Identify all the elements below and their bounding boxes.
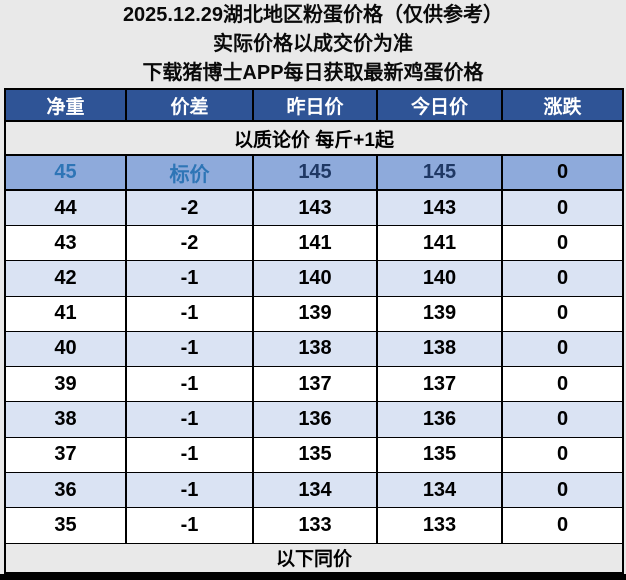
cell-change: 0 xyxy=(501,401,624,438)
cell-yesterday: 140 xyxy=(252,260,378,297)
cell-weight: 44 xyxy=(4,189,127,227)
cell-change: 0 xyxy=(501,153,624,192)
cell-diff: -2 xyxy=(125,189,254,227)
col-header-yesterday-price: 昨日价 xyxy=(252,88,378,122)
cell-change: 0 xyxy=(501,471,624,509)
col-header-today-price: 今日价 xyxy=(376,88,503,122)
cell-weight: 45 xyxy=(4,153,127,192)
table-row: 43 -2 141 141 0 xyxy=(4,225,624,262)
cell-change: 0 xyxy=(501,295,624,332)
cell-change: 0 xyxy=(501,330,624,368)
table-row: 37 -1 135 135 0 xyxy=(4,436,624,473)
quality-note: 以质论价 每斤+1起 xyxy=(4,120,624,156)
cell-weight: 40 xyxy=(4,330,127,368)
cell-yesterday: 136 xyxy=(252,401,378,438)
bottom-bar xyxy=(0,574,626,580)
cell-yesterday: 135 xyxy=(252,436,378,473)
cell-today: 136 xyxy=(376,401,503,438)
cell-today: 139 xyxy=(376,295,503,332)
cell-weight: 35 xyxy=(4,507,127,544)
table-row: 39 -1 137 137 0 xyxy=(4,366,624,403)
cell-diff: -1 xyxy=(125,330,254,368)
cell-diff: -1 xyxy=(125,366,254,403)
cell-change: 0 xyxy=(501,225,624,262)
cell-diff: -1 xyxy=(125,471,254,509)
footer-note-row: 以下同价 xyxy=(4,542,624,574)
table-row: 40 -1 138 138 0 xyxy=(4,330,624,368)
cell-change: 0 xyxy=(501,366,624,403)
cell-change: 0 xyxy=(501,189,624,227)
cell-yesterday: 134 xyxy=(252,471,378,509)
table-row: 42 -1 140 140 0 xyxy=(4,260,624,297)
cell-weight: 36 xyxy=(4,471,127,509)
cell-change: 0 xyxy=(501,260,624,297)
cell-today: 145 xyxy=(376,153,503,192)
table-row: 36 -1 134 134 0 xyxy=(4,471,624,509)
footer-note: 以下同价 xyxy=(4,542,624,574)
cell-diff: -1 xyxy=(125,401,254,438)
table-row: 45 标价 145 145 0 xyxy=(4,153,624,192)
table-row: 38 -1 136 136 0 xyxy=(4,401,624,438)
table-row: 41 -1 139 139 0 xyxy=(4,295,624,332)
cell-diff: -2 xyxy=(125,225,254,262)
cell-today: 133 xyxy=(376,507,503,544)
cell-yesterday: 133 xyxy=(252,507,378,544)
cell-weight: 37 xyxy=(4,436,127,473)
cell-diff: -1 xyxy=(125,295,254,332)
cell-weight: 38 xyxy=(4,401,127,438)
cell-yesterday: 143 xyxy=(252,189,378,227)
card-header: 2025.12.29湖北地区粉蛋价格（仅供参考） 实际价格以成交价为准 下载猪博… xyxy=(0,0,626,88)
cell-diff: -1 xyxy=(125,436,254,473)
card-app-promo: 下载猪博士APP每日获取最新鸡蛋价格 xyxy=(142,61,484,84)
col-header-price-diff: 价差 xyxy=(125,88,254,122)
table-body: 45 标价 145 145 0 44 -2 143 143 0 43 -2 141 141 0 42 -1 140… xyxy=(4,153,624,544)
col-header-change: 涨跌 xyxy=(501,88,624,122)
cell-yesterday: 141 xyxy=(252,225,378,262)
cell-weight: 39 xyxy=(4,366,127,403)
cell-change: 0 xyxy=(501,436,624,473)
cell-diff: -1 xyxy=(125,260,254,297)
cell-today: 134 xyxy=(376,471,503,509)
cell-yesterday: 137 xyxy=(252,366,378,403)
cell-diff: -1 xyxy=(125,507,254,544)
cell-yesterday: 138 xyxy=(252,330,378,368)
cell-today: 140 xyxy=(376,260,503,297)
table-row: 44 -2 143 143 0 xyxy=(4,189,624,227)
cell-change: 0 xyxy=(501,507,624,544)
card-disclaimer: 实际价格以成交价为准 xyxy=(213,32,413,55)
cell-today: 137 xyxy=(376,366,503,403)
table-row: 35 -1 133 133 0 xyxy=(4,507,624,544)
price-table: 净重 价差 昨日价 今日价 涨跌 以质论价 每斤+1起 45 标价 145 145 0 4… xyxy=(4,88,624,574)
card-title: 2025.12.29湖北地区粉蛋价格（仅供参考） xyxy=(122,3,504,26)
cell-diff: 标价 xyxy=(125,153,254,192)
cell-weight: 41 xyxy=(4,295,127,332)
cell-yesterday: 145 xyxy=(252,153,378,192)
cell-today: 143 xyxy=(376,189,503,227)
col-header-net-weight: 净重 xyxy=(4,88,127,122)
cell-today: 135 xyxy=(376,436,503,473)
cell-weight: 42 xyxy=(4,260,127,297)
cell-today: 141 xyxy=(376,225,503,262)
quality-note-row: 以质论价 每斤+1起 xyxy=(4,120,624,156)
cell-yesterday: 139 xyxy=(252,295,378,332)
table-header-row: 净重 价差 昨日价 今日价 涨跌 xyxy=(4,88,624,122)
cell-today: 138 xyxy=(376,330,503,368)
cell-weight: 43 xyxy=(4,225,127,262)
